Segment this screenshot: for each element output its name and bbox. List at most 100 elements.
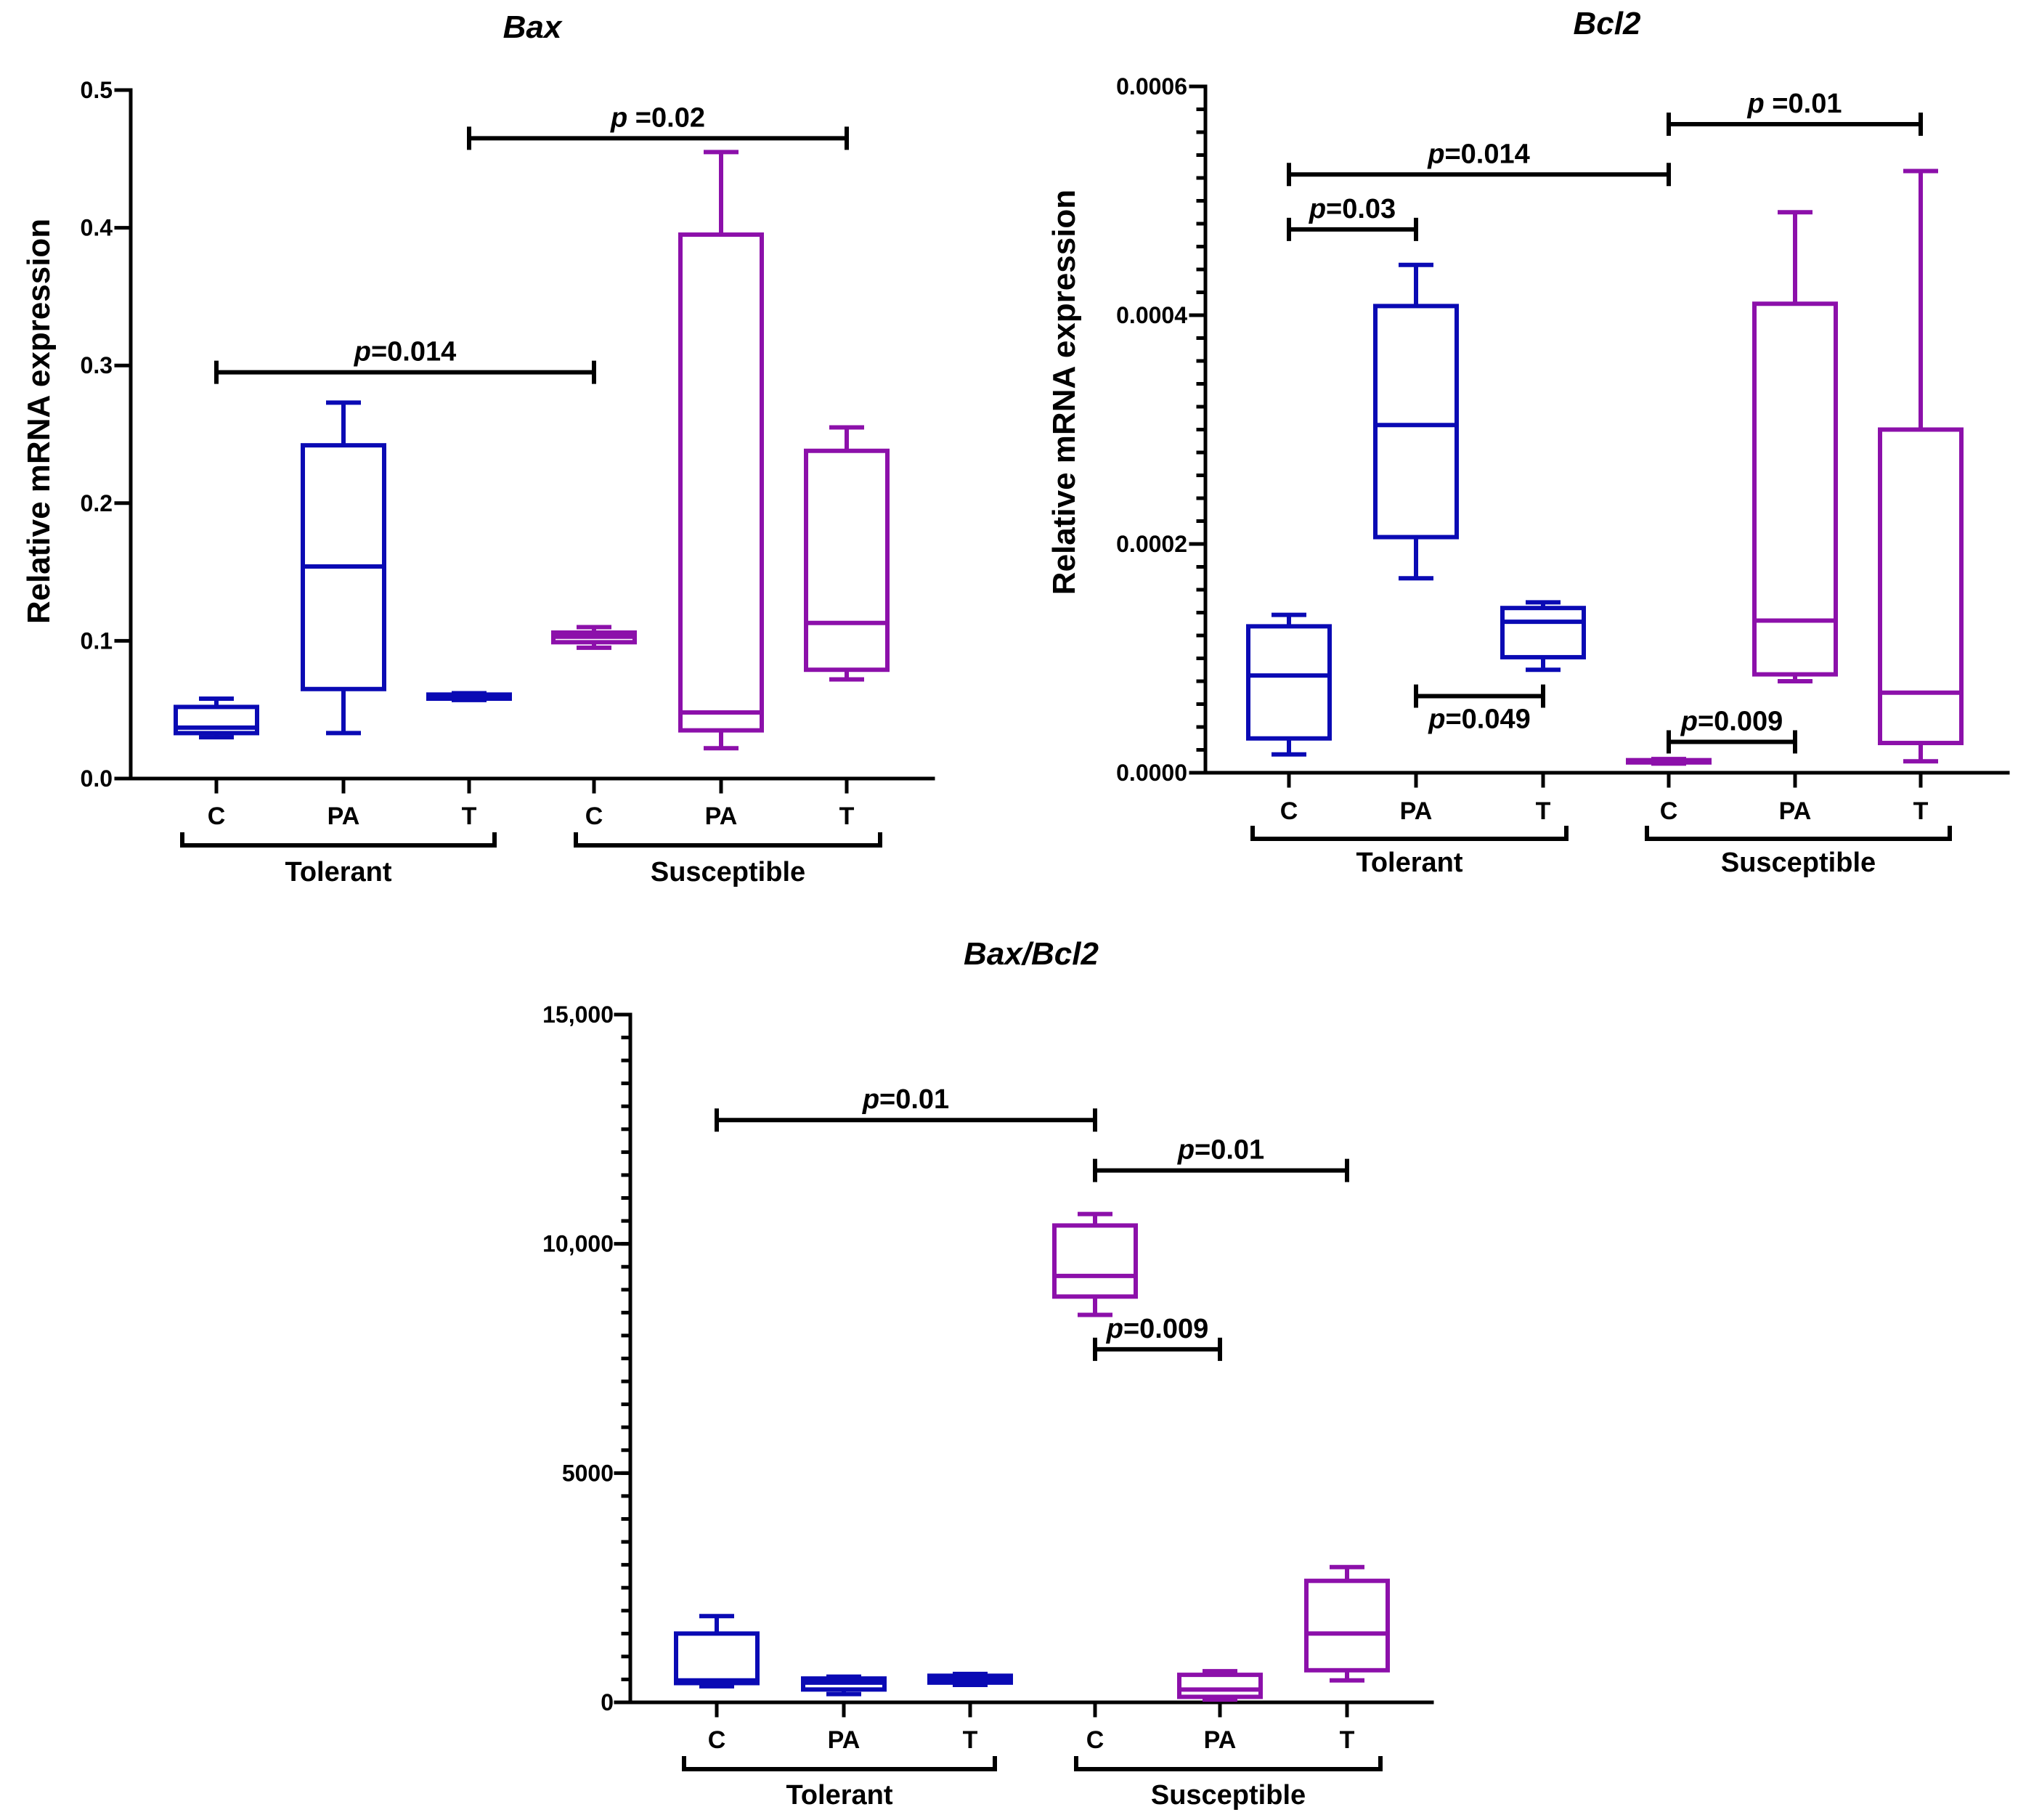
p-symbol: p <box>354 337 371 367</box>
y-tick-label: 5000 <box>562 1460 614 1486</box>
group-bracket <box>1645 826 1952 841</box>
p-value-label: p=0.01 <box>862 1084 949 1115</box>
group-label: Tolerant <box>1356 848 1462 878</box>
box-plot <box>1752 210 1838 683</box>
box-plot <box>1373 262 1459 581</box>
iqr-box <box>1304 1578 1390 1673</box>
p-value-label: p=0.01 <box>1177 1135 1264 1166</box>
significance-bar <box>467 126 849 150</box>
p-symbol: p <box>1747 89 1765 119</box>
iqr-box <box>1878 427 1964 746</box>
x-tick-label: T <box>462 803 477 830</box>
box-plot <box>1304 1564 1390 1683</box>
iqr-box <box>1177 1673 1263 1699</box>
y-tick-label: 10,000 <box>542 1231 614 1257</box>
p-symbol: p <box>862 1084 879 1115</box>
group-bracket <box>574 832 882 848</box>
x-tick-label: T <box>963 1726 978 1754</box>
x-tick-label: T <box>839 803 855 830</box>
iqr-box <box>174 704 259 736</box>
group-label: Tolerant <box>786 1780 892 1811</box>
p-value-label: p=0.049 <box>1428 704 1531 734</box>
x-tick-label: C <box>1086 1726 1104 1754</box>
significance-bar <box>1287 163 1671 187</box>
y-tick-label: 0.0004 <box>1116 302 1187 328</box>
y-tick-label: 0.3 <box>81 352 113 378</box>
box-plot <box>801 1674 887 1697</box>
iqr-box <box>1052 1223 1138 1299</box>
box-plot <box>674 1614 760 1689</box>
iqr-box <box>1246 624 1332 741</box>
bax-bcl2-ratio-chart: Bax/Bcl2 0 5000 10,000 15,000 C PA T C PA T Toleran… <box>542 936 1434 1811</box>
p-value-label: p=0.014 <box>354 337 457 367</box>
iqr-box <box>1500 606 1586 659</box>
chart-title: Bax <box>503 9 563 45</box>
significance-bar <box>1667 730 1797 754</box>
x-tick-label: PA <box>327 803 360 830</box>
p-value: =0.01 <box>1765 89 1842 119</box>
y-tick-label: 0.1 <box>81 627 113 654</box>
p-value: =0.02 <box>627 102 705 133</box>
group-bracket <box>1074 1756 1383 1771</box>
y-tick-label: 0.0000 <box>1116 760 1187 786</box>
y-tick-label: 15,000 <box>542 1002 614 1028</box>
box-plot <box>551 625 637 650</box>
significance-bar <box>1093 1337 1222 1361</box>
box-plot <box>804 425 890 682</box>
significance-bar <box>1667 112 1923 136</box>
box-plot <box>426 691 512 702</box>
iqr-box <box>678 232 764 733</box>
box-plot <box>1246 612 1332 757</box>
p-value: =0.009 <box>1698 706 1783 736</box>
bcl2-chart: Bcl2 Relative mRNA expression 0.0000 0.0002… <box>1046 6 2010 878</box>
p-value: =0.049 <box>1445 704 1530 734</box>
box-plot <box>1500 600 1586 673</box>
p-symbol: p <box>1427 139 1444 169</box>
significance-bar <box>1414 684 1545 708</box>
significance-bar <box>1093 1158 1349 1182</box>
significance-bar <box>1287 217 1418 241</box>
iqr-box <box>1752 301 1838 677</box>
p-value-label: p=0.009 <box>1680 706 1783 736</box>
p-value-label: p =0.01 <box>1747 89 1842 119</box>
p-value-label: p=0.03 <box>1309 194 1396 224</box>
group-label: Susceptible <box>1721 848 1876 878</box>
x-tick-label: C <box>1660 797 1678 825</box>
significance-bar <box>214 360 596 384</box>
x-tick-label: PA <box>1779 797 1812 825</box>
x-tick-label: T <box>1913 797 1929 825</box>
x-tick-label: C <box>585 803 603 830</box>
iqr-box <box>674 1631 760 1686</box>
p-value-label: p =0.02 <box>610 102 705 133</box>
p-symbol: p <box>1428 704 1445 734</box>
group-bracket <box>180 832 497 848</box>
box-plot <box>301 400 386 736</box>
p-value-label: p=0.009 <box>1106 1314 1209 1344</box>
box-plot <box>1626 757 1712 766</box>
x-tick-label: C <box>1280 797 1298 825</box>
y-tick-label: 0.0002 <box>1116 531 1187 557</box>
p-value: =0.03 <box>1326 194 1396 224</box>
group-label: Susceptible <box>1151 1780 1306 1811</box>
y-tick-label: 0.0 <box>81 765 113 792</box>
y-axis-label: Relative mRNA expression <box>1046 190 1082 595</box>
p-symbol: p <box>1177 1135 1195 1166</box>
box-plot <box>174 696 259 740</box>
group-label: Tolerant <box>285 857 391 887</box>
group-bracket <box>1250 826 1569 841</box>
box-plot <box>927 1671 1013 1688</box>
p-symbol: p <box>610 102 627 133</box>
group-bracket <box>682 1756 997 1771</box>
y-axis-label: Relative mRNA expression <box>21 219 57 624</box>
x-tick-label: C <box>708 1726 726 1754</box>
p-value: =0.014 <box>371 337 456 367</box>
significance-bar <box>715 1108 1097 1132</box>
p-value-label: p=0.014 <box>1427 139 1530 169</box>
x-tick-label: PA <box>1204 1726 1237 1754</box>
bax-chart: Bax Relative mRNA expression 0.0 0.1 0.2 0.3 0… <box>21 9 935 887</box>
box-plot <box>678 150 764 751</box>
y-tick-label: 0 <box>601 1689 614 1715</box>
box-plot <box>1177 1669 1263 1702</box>
group-label: Susceptible <box>651 857 805 887</box>
